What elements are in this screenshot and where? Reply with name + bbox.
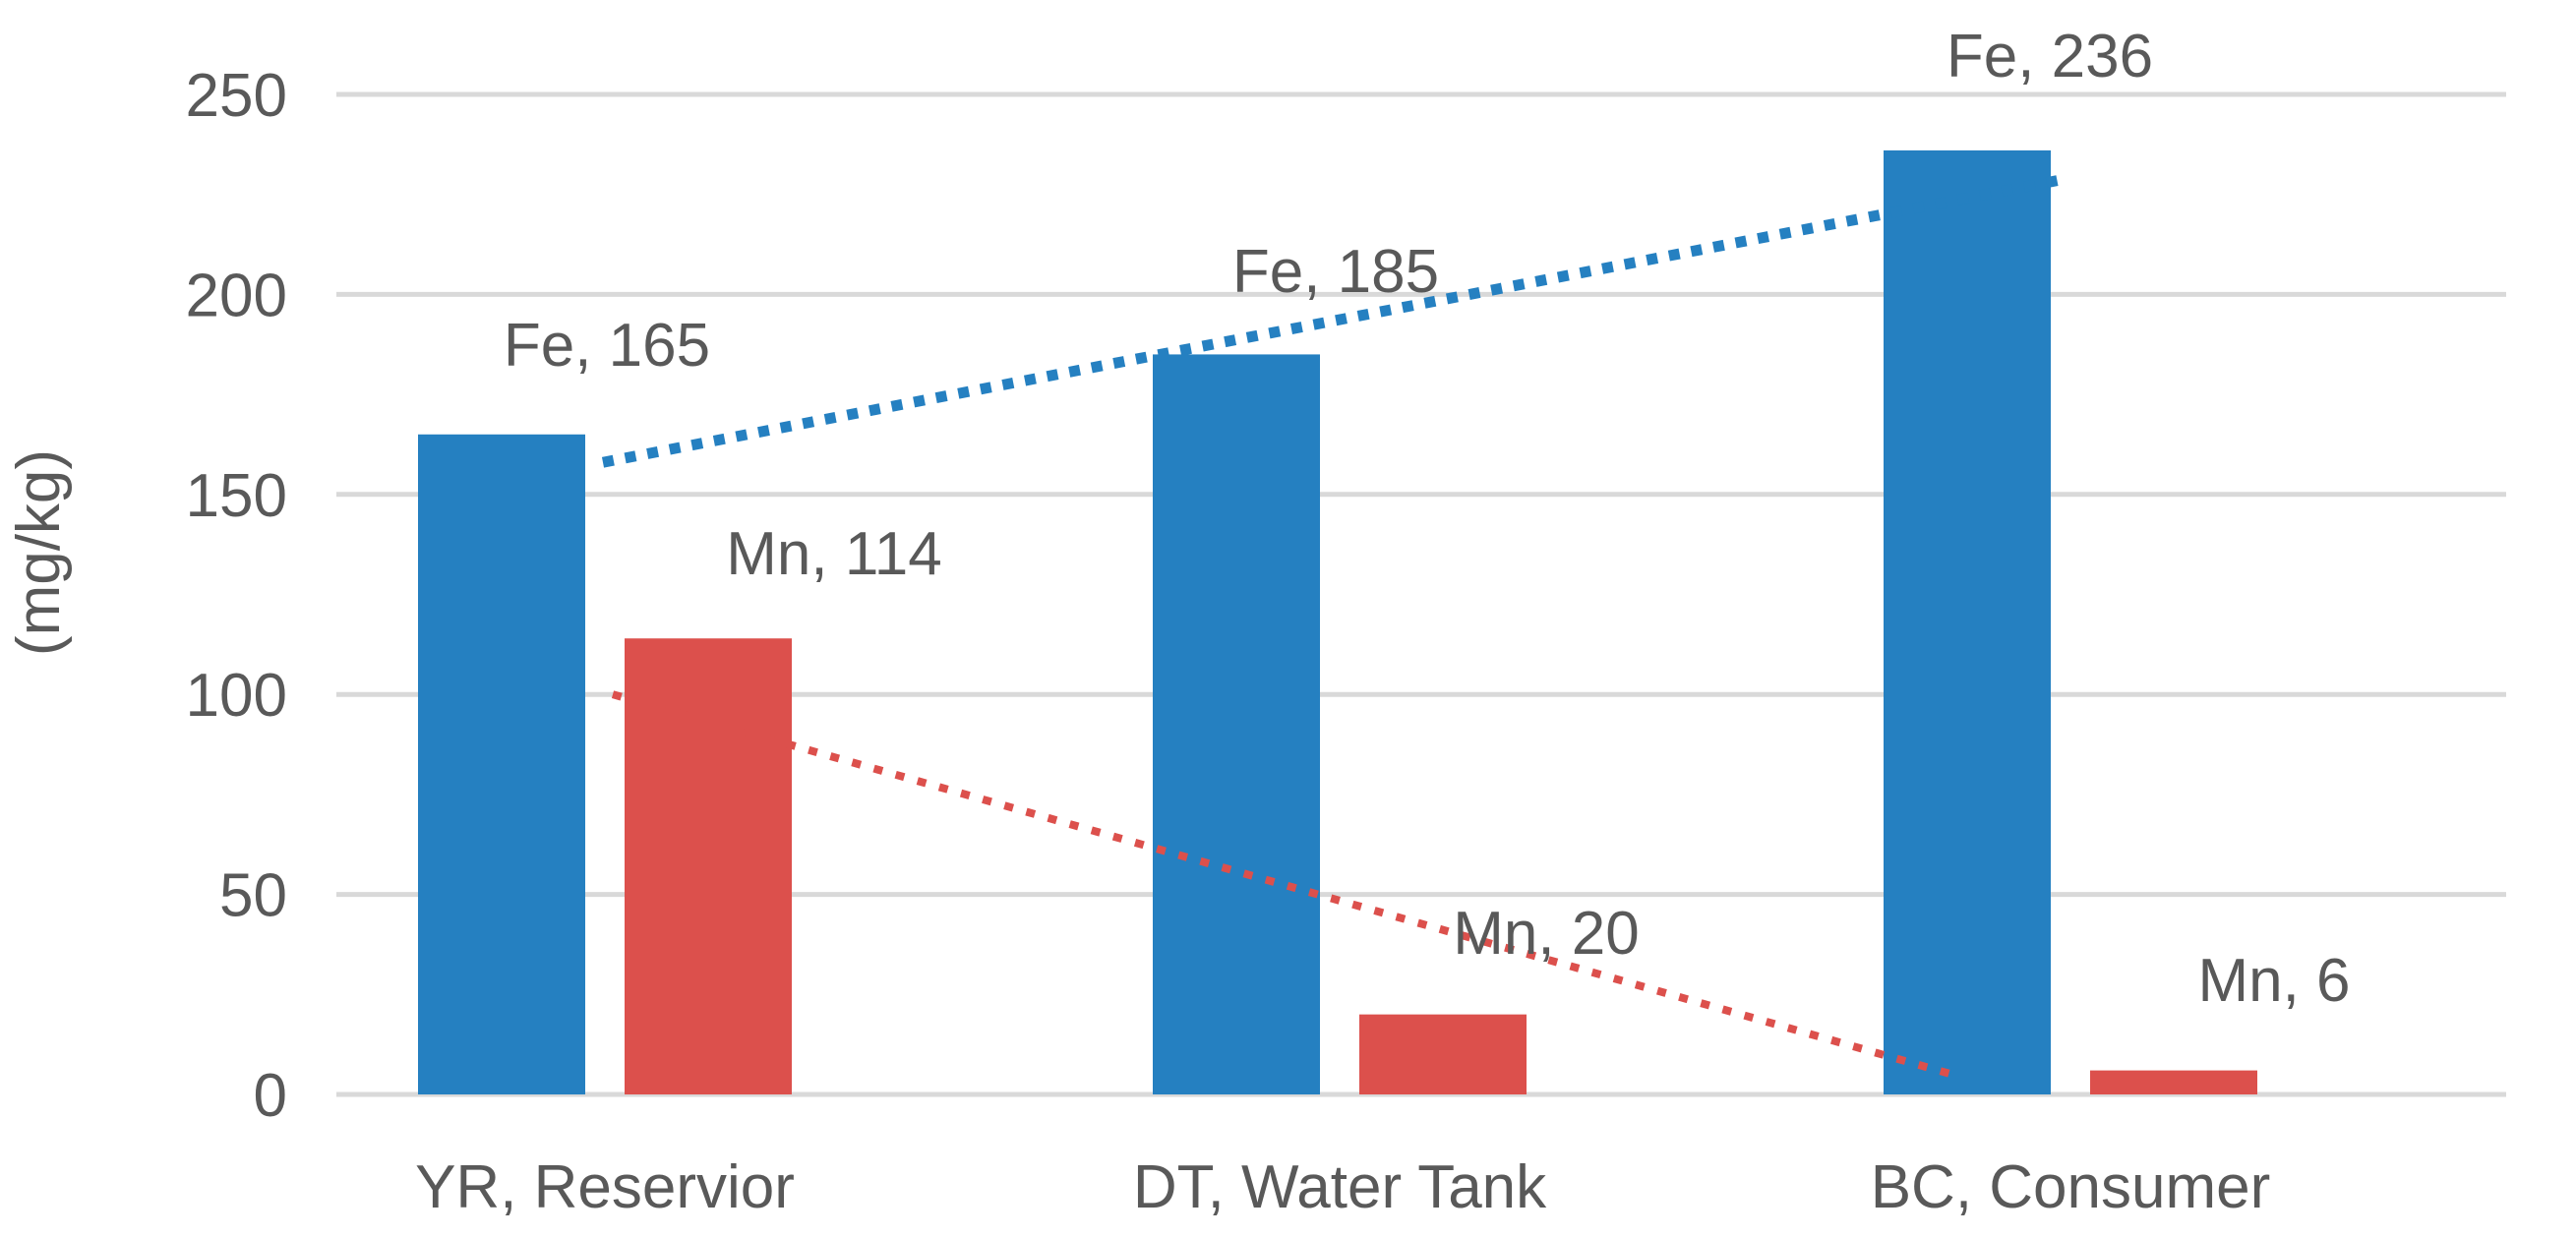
data-label-fe-1: Fe, 185	[1232, 238, 1439, 306]
y-axis-ticks: 0 50 100 150 200 250	[186, 62, 287, 1130]
x-category-label-2: BC, Consumer	[1871, 1153, 2271, 1221]
y-tick-label-200: 200	[186, 262, 287, 329]
data-label-mn-0: Mn, 114	[726, 520, 941, 588]
bar-mn-2	[2090, 1070, 2257, 1094]
bar-mn-1	[1359, 1014, 1527, 1094]
x-axis-categories: YR, Reservior DT, Water Tank BC, Consumer	[415, 1153, 2270, 1221]
bar-fe-0	[418, 434, 585, 1094]
bar-fe-1	[1153, 354, 1320, 1094]
y-tick-label-150: 150	[186, 462, 287, 530]
trendlines	[601, 173, 2070, 1079]
x-category-label-1: DT, Water Tank	[1133, 1153, 1547, 1221]
y-tick-label-100: 100	[186, 662, 287, 730]
trendline-mn	[611, 690, 1954, 1079]
data-label-fe-0: Fe, 165	[504, 312, 710, 380]
y-tick-label-0: 0	[254, 1062, 287, 1130]
data-labels: Fe, 165 Fe, 185 Fe, 236 Mn, 114 Mn, 20 Mn, 6	[504, 23, 2351, 1015]
data-label-mn-2: Mn, 6	[2197, 947, 2350, 1015]
trendline-fe	[601, 173, 2070, 468]
y-tick-label-50: 50	[219, 862, 287, 930]
bars	[418, 149, 2257, 1094]
y-tick-label-250: 250	[186, 62, 287, 130]
bar-mn-0	[625, 638, 792, 1094]
data-label-fe-2: Fe, 236	[1947, 23, 2153, 90]
bar-fe-2	[1884, 149, 2051, 1094]
data-label-mn-1: Mn, 20	[1453, 900, 1640, 968]
y-axis-title: (mg/kg)	[5, 449, 73, 656]
x-category-label-0: YR, Reservior	[415, 1153, 795, 1221]
